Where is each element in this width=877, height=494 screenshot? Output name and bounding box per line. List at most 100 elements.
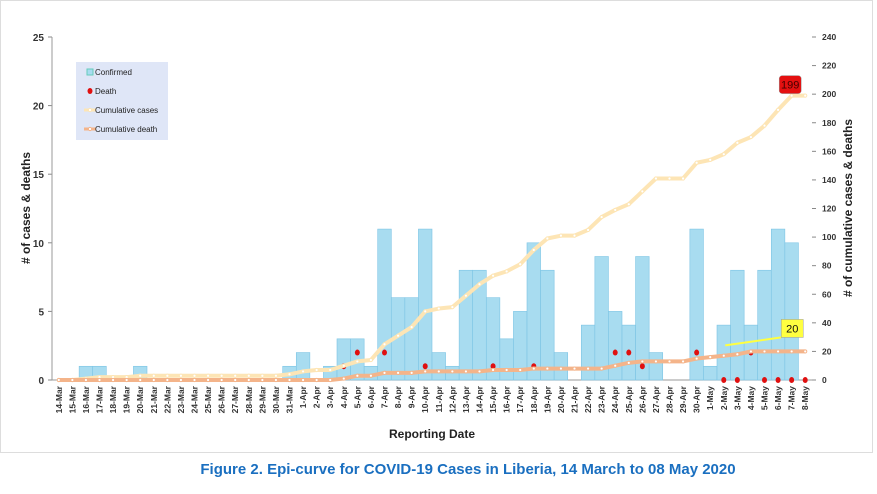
line-point xyxy=(436,306,441,311)
line-point xyxy=(368,373,374,378)
x-tick-label: 2-Apr xyxy=(312,385,322,408)
line-point xyxy=(748,134,754,140)
x-tick-label: 30-Apr xyxy=(692,385,702,413)
line xyxy=(58,93,806,382)
line-point xyxy=(314,377,319,383)
line-point xyxy=(518,262,523,267)
line-point xyxy=(667,176,672,181)
y2-tick-label: 60 xyxy=(822,289,832,299)
y2-tick-label: 40 xyxy=(822,318,832,328)
line-point xyxy=(599,214,604,220)
x-tick-label: 4-May xyxy=(746,386,756,410)
death-point xyxy=(422,363,428,370)
line-point xyxy=(423,369,428,374)
line-point xyxy=(205,373,211,378)
x-tick-label: 28-Mar xyxy=(244,385,254,413)
legend-key xyxy=(87,126,93,132)
line-point xyxy=(409,325,414,330)
bar xyxy=(580,324,596,381)
x-tick-label: 14-Apr xyxy=(475,385,485,413)
x-tick-label: 16-Apr xyxy=(502,385,512,413)
line-point xyxy=(205,377,211,383)
death-point xyxy=(721,377,727,383)
y2-tick-label: 180 xyxy=(822,118,836,128)
x-tick-label: 31-Mar xyxy=(285,385,295,413)
x-tick-label: 20-Apr xyxy=(556,385,566,413)
line-point xyxy=(138,373,143,378)
y2-axis-title: # of cumulative cases & deaths xyxy=(841,119,855,297)
death-point xyxy=(354,349,360,356)
x-tick-label: 10-Apr xyxy=(420,385,430,413)
x-tick-label: 7-Apr xyxy=(380,385,390,408)
callout-line xyxy=(725,336,782,347)
line-point xyxy=(436,369,441,374)
line-point xyxy=(124,377,129,383)
line-point xyxy=(558,366,564,371)
line-point xyxy=(233,373,238,378)
bar xyxy=(689,228,704,381)
line-point xyxy=(613,363,618,368)
line-point xyxy=(355,359,360,364)
line-point xyxy=(748,349,754,354)
line-point xyxy=(518,367,523,373)
x-tick-label: 5-May xyxy=(760,386,770,410)
line-point xyxy=(490,367,496,373)
line-point xyxy=(721,353,726,358)
x-tick-label: 26-Mar xyxy=(217,385,227,413)
line-point xyxy=(626,202,631,207)
line-point xyxy=(382,370,387,375)
x-tick-label: 19-Apr xyxy=(542,385,552,413)
x-tick-label: 27-Mar xyxy=(230,385,240,413)
line-point xyxy=(667,359,672,364)
line-point xyxy=(192,373,197,378)
x-tick-label: 25-Mar xyxy=(203,385,213,413)
death-point xyxy=(639,363,645,370)
line-point xyxy=(382,342,387,347)
line-point xyxy=(694,356,699,361)
line-point xyxy=(355,373,360,378)
legend-label: Cumulative cases xyxy=(95,106,158,115)
y-tick-label: 5 xyxy=(38,307,44,318)
line-point xyxy=(721,152,726,157)
bar xyxy=(716,324,731,381)
bar xyxy=(648,352,664,381)
line-point xyxy=(640,359,645,364)
death-point xyxy=(789,377,795,383)
x-tick-label: 8-May xyxy=(800,386,810,410)
x-tick-label: 24-Mar xyxy=(190,385,200,413)
bar xyxy=(635,256,650,381)
line-point xyxy=(409,370,414,375)
y-tick-label: 25 xyxy=(33,33,45,44)
line-point xyxy=(450,305,455,310)
legend-key xyxy=(86,68,94,76)
bar xyxy=(377,228,392,381)
line-point xyxy=(328,367,333,373)
line-point xyxy=(531,366,536,371)
y2-tick-label: 100 xyxy=(822,232,836,242)
line-point xyxy=(585,366,591,371)
line-point xyxy=(599,366,604,371)
x-tick-label: 5-Apr xyxy=(352,385,362,408)
line-point xyxy=(477,369,482,374)
x-tick-label: 16-Mar xyxy=(81,385,91,413)
annotation: 199 xyxy=(781,80,799,92)
bar xyxy=(458,269,474,381)
annotation-box xyxy=(778,75,802,94)
x-tick-label: 22-Mar xyxy=(162,385,172,413)
line-point xyxy=(165,377,170,383)
line-point xyxy=(450,369,455,374)
x-tick-label: 18-Mar xyxy=(108,385,118,413)
line-point xyxy=(653,359,659,364)
legend-label: Cumulative death xyxy=(95,125,157,134)
line-point xyxy=(572,233,577,238)
bar xyxy=(784,242,799,381)
line-point xyxy=(626,360,631,365)
line-point xyxy=(531,247,536,253)
line-point xyxy=(775,349,781,354)
line-point xyxy=(490,273,496,278)
x-tick-label: 17-Apr xyxy=(515,385,525,413)
line-point xyxy=(504,367,509,373)
x-tick-label: 22-Apr xyxy=(583,385,593,413)
line-point xyxy=(300,369,306,374)
y2-tick-label: 160 xyxy=(822,146,836,156)
